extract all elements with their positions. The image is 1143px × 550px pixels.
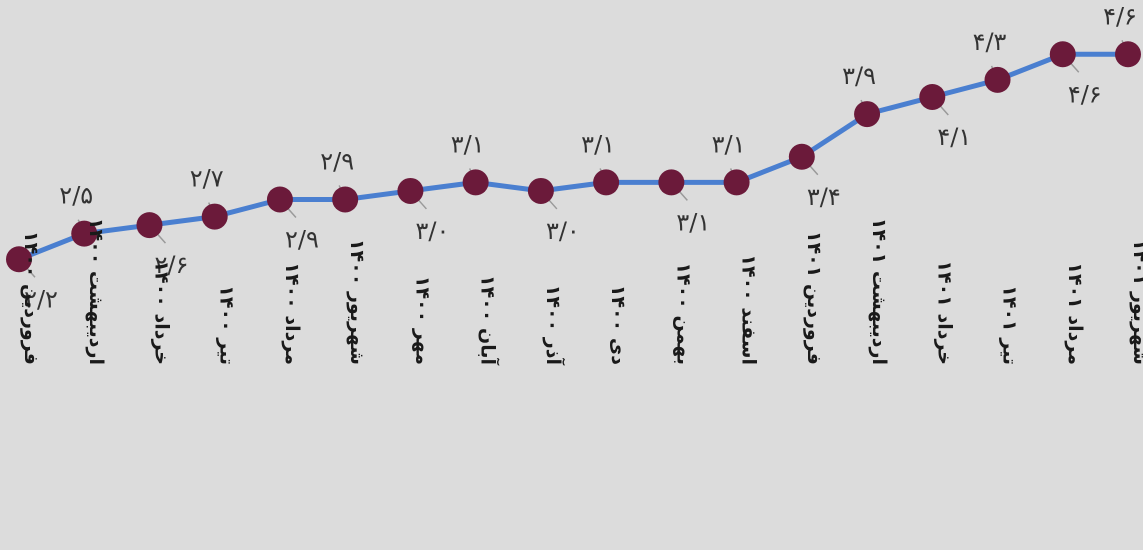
data-point: [984, 66, 1011, 93]
category-tick-label: دی ۱۴۰۰: [607, 285, 629, 365]
data-label: ۳/۴: [807, 183, 841, 211]
data-point: [723, 169, 750, 196]
data-point: [854, 101, 881, 128]
category-tick-label: بهمن ۱۴۰۰: [672, 262, 694, 365]
data-label: ۴/۳: [973, 28, 1007, 56]
data-point: [201, 203, 228, 230]
data-point: [788, 143, 815, 170]
data-point: [71, 220, 98, 247]
category-tick-label: مرداد ۱۴۰۱: [1064, 262, 1086, 365]
data-label: ۲/۹: [320, 147, 354, 175]
data-label: ۲/۹: [285, 225, 319, 253]
data-label: ۳/۹: [842, 62, 876, 90]
category-tick-label: فروردین ۱۴۰۰: [20, 231, 42, 365]
data-point: [462, 169, 489, 196]
data-label: ۳/۰: [546, 217, 580, 245]
data-label: ۴/۶: [1103, 2, 1137, 30]
data-label: ۲/۵: [59, 182, 93, 210]
data-point: [593, 169, 620, 196]
data-point: [658, 169, 685, 196]
data-point: [919, 83, 946, 110]
data-label: ۲/۲: [24, 285, 58, 313]
category-tick-label: شهریور ۱۴۰۰: [346, 239, 368, 365]
category-tick-label: تیر ۱۴۰۱: [999, 285, 1021, 365]
data-label: ۳/۱: [581, 130, 615, 158]
category-tick-label: مرداد ۱۴۰۰: [281, 262, 303, 365]
category-tick-label: آذر ۱۴۰۰: [542, 285, 566, 366]
data-label: ۲/۷: [190, 165, 224, 193]
category-tick-label: اردیبهشت ۱۴۰۰: [85, 218, 107, 365]
category-tick-label: مهر ۱۴۰۰: [411, 276, 433, 365]
category-tick-label: شهریور ۱۴۰۱: [1129, 239, 1143, 365]
data-label: ۲/۶: [155, 251, 189, 279]
data-label: ۳/۱: [451, 130, 485, 158]
data-label: ۳/۱: [676, 208, 710, 236]
category-tick-label: خرداد ۱۴۰۱: [933, 260, 955, 365]
data-point: [266, 186, 293, 213]
data-point: [332, 186, 359, 213]
data-label: ۴/۶: [1068, 80, 1102, 108]
data-point: [6, 246, 32, 273]
category-tick-label: تیر ۱۴۰۰: [216, 285, 238, 365]
category-tick-label: اردیبهشت ۱۴۰۱: [868, 218, 890, 365]
data-point: [397, 177, 424, 204]
category-tick-label: خرداد ۱۴۰۰: [150, 260, 172, 365]
data-label: ۳/۱: [712, 130, 746, 158]
category-tick-label: اسفند ۱۴۰۰: [738, 254, 760, 365]
category-tick-label: فروردین ۱۴۰۱: [803, 231, 825, 365]
data-point: [527, 177, 554, 204]
category-tick-label: آبان ۱۴۰۰: [477, 275, 501, 365]
data-point: [1115, 41, 1141, 68]
data-label: ۴/۱: [937, 123, 971, 151]
data-point: [136, 212, 163, 239]
data-point: [1049, 41, 1076, 68]
data-label: ۳/۰: [415, 217, 449, 245]
